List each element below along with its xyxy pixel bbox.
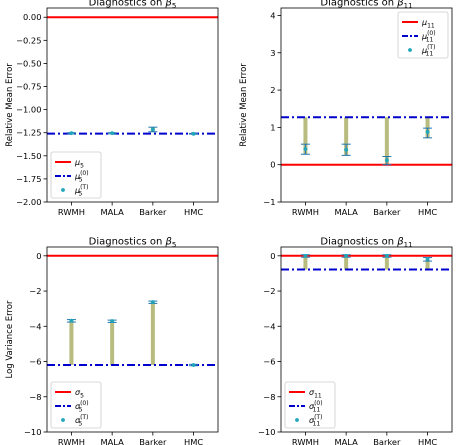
y-tick-label: 0: [36, 251, 41, 261]
y-tick-label: 1: [270, 122, 275, 132]
legend-box: [50, 151, 102, 199]
estimate-point: [191, 363, 196, 367]
x-tick-label: MALA: [334, 207, 358, 217]
chart-title: Diagnostics on β11: [320, 0, 412, 10]
x-tick-label: HMC: [418, 437, 437, 445]
x-tick-label: RWMH: [58, 207, 85, 217]
legend-estimate-swatch: [295, 418, 299, 422]
y-tick-label: −1: [263, 197, 275, 207]
chart-panel-2: Diagnostics on β11 Relative Mean Error 4 3 2…: [239, 0, 453, 217]
estimate-point: [69, 131, 74, 136]
estimate-point: [150, 127, 155, 132]
y-tick-label: −1.50: [16, 151, 41, 161]
y-tick-label: −1.00: [16, 105, 41, 115]
legend-estimate-swatch: [61, 418, 65, 422]
legend-estimate-swatch: [61, 188, 65, 192]
y-tick-label: 2: [270, 85, 275, 95]
axes-frame: [46, 7, 219, 203]
estimate-point: [191, 131, 196, 136]
x-tick-label: HMC: [184, 437, 203, 445]
x-tick-label: RWMH: [58, 437, 85, 445]
legend-label: μ11: [421, 18, 435, 30]
y-axis-label: Relative Mean Error: [239, 63, 249, 147]
chart-panel-1: Diagnostics on β5 Relative Mean Error 0.00…: [5, 0, 219, 217]
chart-panel-4: Diagnostics on β11 0 −2 −4 −6 −8 −10 RWMH MALA Ba…: [258, 237, 453, 445]
legend: σ5σ(0) 5σ(T) 5: [50, 381, 102, 429]
x-tick-label: Barker: [373, 207, 401, 217]
legend-label: σ(0) 5: [75, 400, 89, 414]
y-tick-label: −0.50: [16, 58, 41, 68]
y-tick-label: −1.25: [16, 128, 41, 138]
chart-title: Diagnostics on β5: [89, 0, 177, 10]
y-tick-label: −2.00: [16, 197, 41, 207]
legend-label: μ(T) 5: [74, 184, 88, 198]
y-tick-label: −0.75: [16, 82, 41, 92]
y-tick-label: −4: [29, 321, 41, 331]
estimate-point: [150, 300, 155, 304]
estimate-point: [303, 253, 308, 258]
y-tick-label: −6: [29, 357, 41, 367]
legend-box: [397, 11, 449, 59]
axes-frame: [280, 246, 453, 433]
x-tick-label: HMC: [184, 207, 203, 217]
legend-label: σ5: [75, 388, 84, 400]
x-tick-label: RWMH: [292, 437, 319, 445]
axes-frame: [280, 7, 453, 203]
legend-estimate-swatch: [408, 48, 412, 52]
y-axis-label: Relative Mean Error: [5, 63, 15, 147]
estimate-point: [384, 158, 389, 163]
estimate-point: [344, 253, 349, 258]
y-tick-label: 4: [270, 10, 275, 20]
legend-label: μ(T) 11: [421, 44, 435, 58]
legend-box: [50, 381, 102, 429]
y-tick-label: −2: [263, 286, 275, 296]
y-tick-label: −1.75: [16, 174, 41, 184]
y-tick-label: −2: [29, 286, 41, 296]
y-tick-label: 0: [270, 251, 275, 261]
legend-box: [284, 381, 336, 429]
y-tick-label: 3: [270, 48, 275, 58]
estimate-point: [110, 319, 115, 323]
y-tick-label: −10: [258, 427, 276, 437]
legend-label: σ(T) 11: [309, 414, 322, 428]
estimate-point: [110, 131, 115, 136]
y-axis-label: Log Variance Error: [5, 300, 15, 379]
x-tick-label: Barker: [139, 437, 167, 445]
axes-frame: [46, 246, 219, 433]
estimate-point: [425, 129, 430, 134]
x-tick-label: Barker: [373, 437, 401, 445]
legend-label: σ(T) 5: [75, 414, 88, 428]
x-tick-label: RWMH: [292, 207, 319, 217]
chart-title: Diagnostics on β5: [89, 237, 177, 250]
legend-label: μ(0) 5: [74, 170, 89, 184]
legend: μ5μ(0) 5μ(T) 5: [50, 151, 102, 199]
estimate-point: [303, 147, 308, 151]
y-tick-label: −10: [24, 427, 42, 437]
x-tick-label: MALA: [100, 437, 124, 445]
x-tick-label: MALA: [334, 437, 358, 445]
y-tick-label: 0.00: [23, 12, 41, 22]
y-tick-label: −6: [263, 357, 275, 367]
legend-label: μ5: [74, 158, 84, 170]
x-tick-label: HMC: [418, 207, 437, 217]
estimate-point: [344, 147, 349, 152]
y-tick-label: 0: [270, 160, 275, 170]
legend-label: σ(0) 11: [309, 400, 323, 414]
estimate-point: [384, 253, 389, 258]
x-tick-label: MALA: [100, 207, 124, 217]
chart-title: Diagnostics on β11: [320, 237, 412, 250]
estimate-point: [69, 318, 74, 323]
chart-panel-3: Diagnostics on β5 Log Variance Error 0 −2 −4…: [5, 237, 219, 445]
x-tick-label: Barker: [139, 207, 167, 217]
y-tick-label: −8: [263, 392, 275, 402]
y-tick-label: −0.25: [16, 35, 41, 45]
estimate-point: [425, 257, 430, 261]
legend-label: σ11: [309, 388, 322, 400]
legend-label: μ(0) 11: [421, 30, 436, 44]
y-tick-label: −4: [263, 321, 275, 331]
y-tick-label: −8: [29, 392, 41, 402]
